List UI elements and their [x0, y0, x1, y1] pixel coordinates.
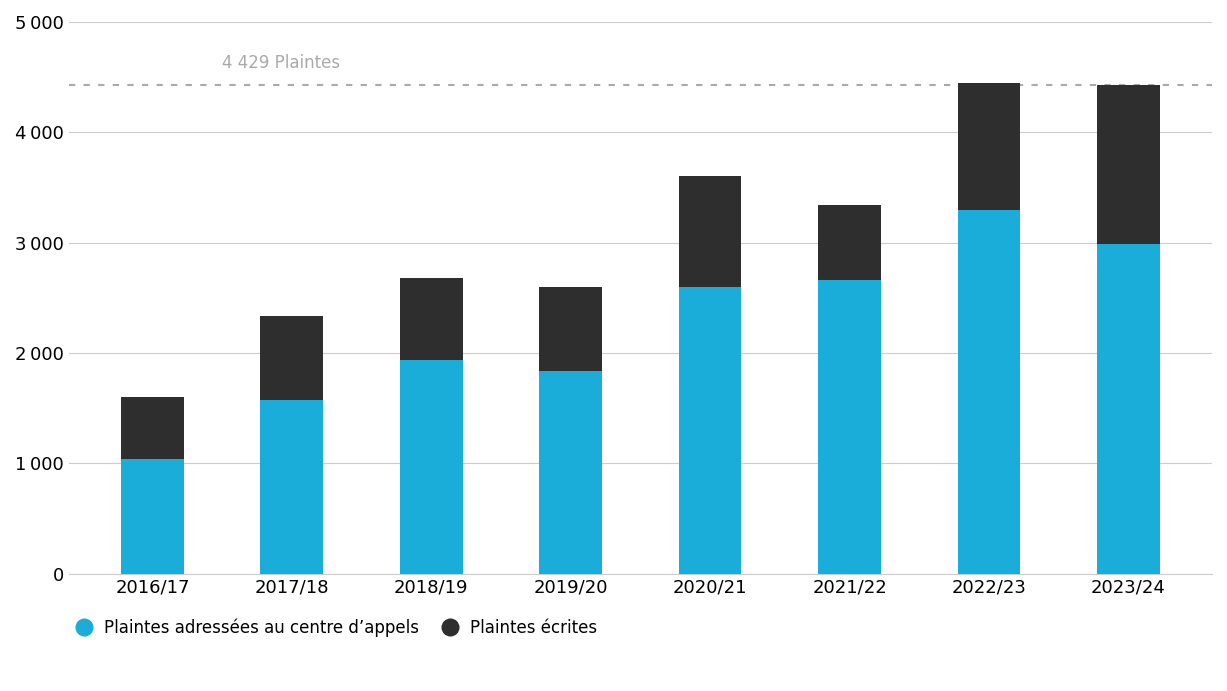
Bar [957, 83, 1021, 209]
Bar [540, 287, 602, 370]
Bar [1097, 244, 1160, 574]
Bar [1097, 85, 1160, 244]
Bar [121, 397, 184, 459]
Bar [540, 370, 602, 574]
Bar [121, 459, 184, 574]
Bar [260, 401, 323, 574]
Text: 4 429 Plaintes: 4 429 Plaintes [222, 54, 340, 72]
Bar [400, 278, 463, 359]
Bar [957, 209, 1021, 574]
Bar [679, 287, 741, 574]
Bar [818, 280, 881, 574]
Bar [818, 205, 881, 280]
Bar [679, 176, 741, 287]
Bar [400, 359, 463, 574]
Legend: Plaintes adressées au centre d’appels, Plaintes écrites: Plaintes adressées au centre d’appels, P… [77, 618, 598, 637]
Bar [260, 316, 323, 401]
